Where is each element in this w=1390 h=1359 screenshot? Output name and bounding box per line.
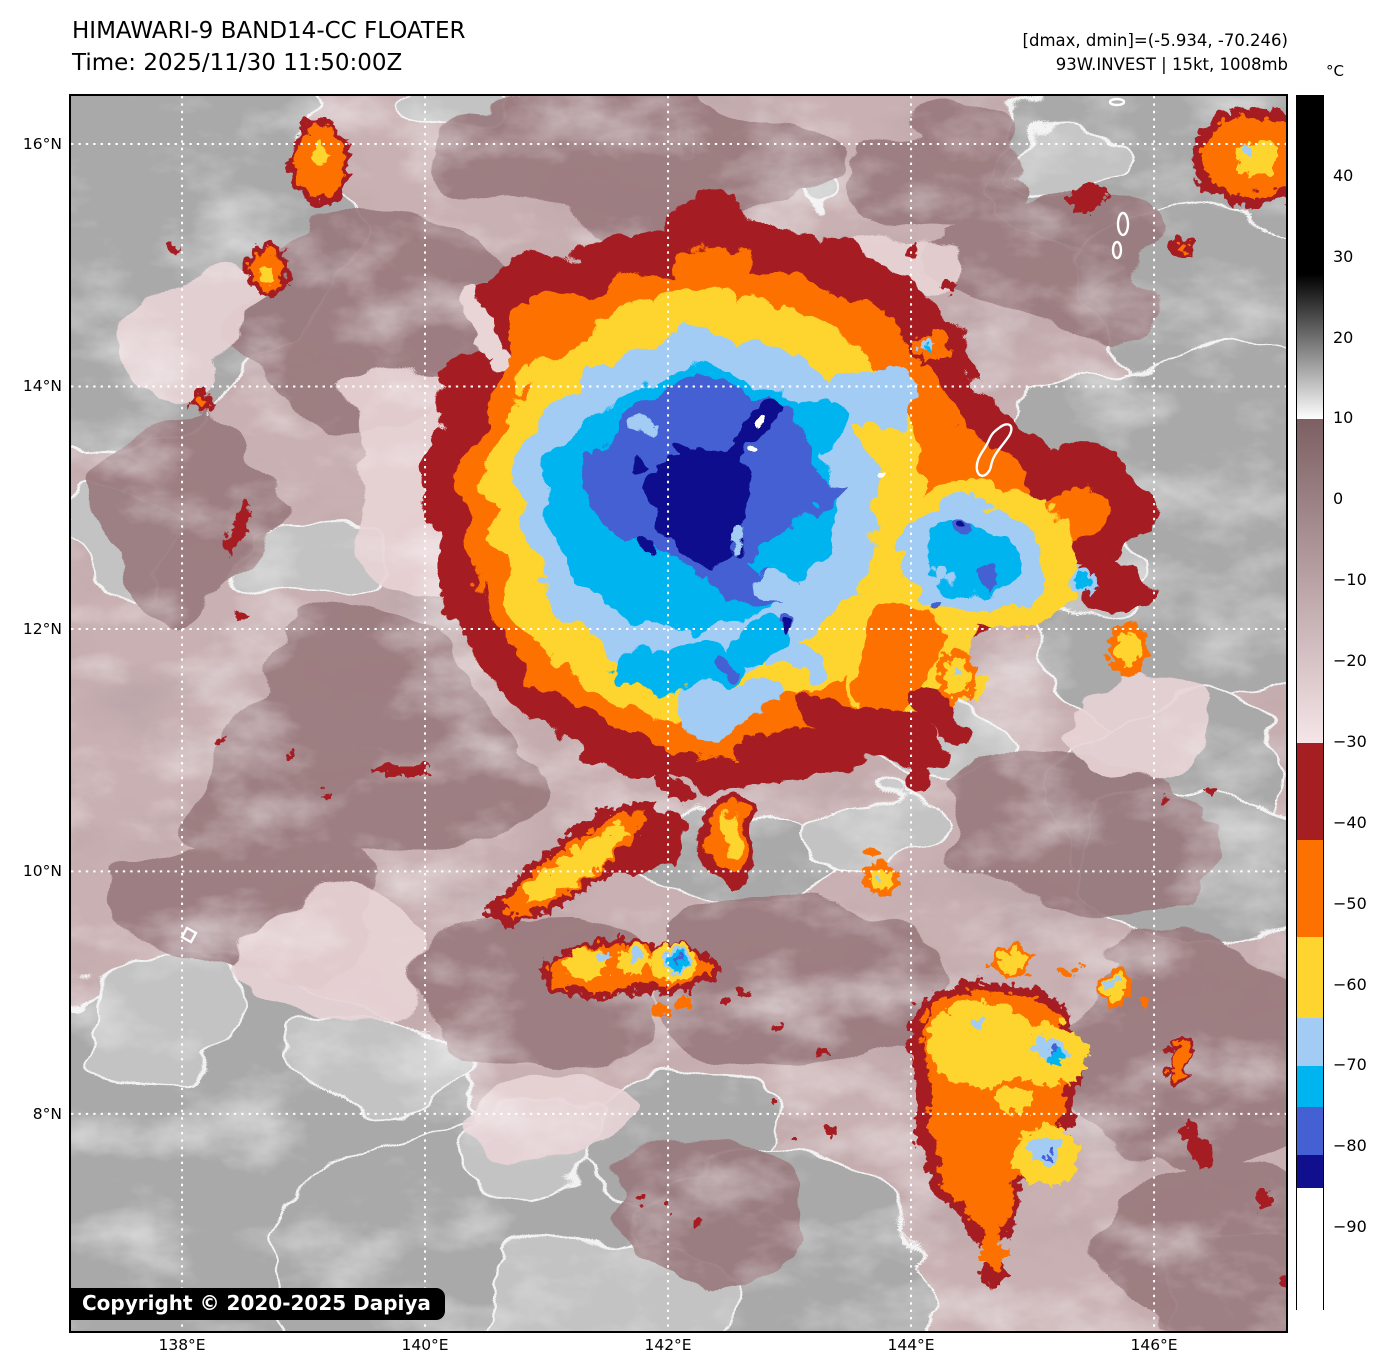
- page-title: HIMAWARI-9 BAND14-CC FLOATER: [72, 18, 466, 44]
- colorbar-segment: [1297, 742, 1323, 841]
- convective-cells-lightblue: [590, 141, 1246, 1160]
- colorbar-segment: [1297, 273, 1323, 421]
- colorbar-tick-label: −90: [1333, 1217, 1367, 1237]
- lon-tick-label: 142°E: [644, 1336, 692, 1354]
- timestamp: Time: 2025/11/30 11:50:00Z: [72, 50, 403, 76]
- dmax-dmin-annotation: [dmax, dmin]=(-5.934, -70.246): [1022, 31, 1288, 50]
- island-outlines: [180, 97, 1130, 944]
- lat-tick-label: 16°N: [22, 135, 62, 153]
- colorbar-segment: [1297, 419, 1323, 744]
- temperature-colorbar: [1296, 95, 1324, 1310]
- colorbar-tick-label: −20: [1333, 651, 1367, 671]
- anatahan-outline: [1108, 97, 1126, 107]
- lon-tick-label: 144°E: [887, 1336, 935, 1354]
- colorbar-segment: [1297, 839, 1323, 938]
- colorbar-tick-label: −80: [1333, 1136, 1367, 1156]
- colorbar-unit-label: °C: [1326, 62, 1344, 80]
- colorbar-tick-label: 40: [1333, 165, 1354, 185]
- convective-cells-royalblue: [671, 952, 1053, 1155]
- convective-cells-yellow: [254, 138, 1277, 1182]
- colorbar-tick-label: −30: [1333, 731, 1367, 751]
- colorbar-tick-label: 10: [1333, 408, 1354, 428]
- yap-outline: [180, 926, 198, 944]
- colorbar-tick-label: 0: [1333, 489, 1344, 509]
- satellite-map: Copyright © 2020-2025 Dapiya: [69, 94, 1288, 1333]
- colorbar-segment: [1297, 1106, 1323, 1156]
- lat-tick-label: 8°N: [32, 1104, 62, 1123]
- lon-tick-label: 140°E: [401, 1336, 449, 1354]
- storm-layer-navy: [621, 394, 962, 626]
- copyright-badge: Copyright © 2020-2025 Dapiya: [71, 1288, 445, 1320]
- storm-info-annotation: 93W.INVEST | 15kt, 1008mb: [1055, 55, 1288, 74]
- colorbar-segment: [1297, 1066, 1323, 1108]
- cold-specks-scattered: [166, 239, 1210, 1226]
- colorbar-segment: [1297, 96, 1323, 275]
- tinian-outline: [1111, 240, 1123, 260]
- storm-warm-holes: [453, 278, 503, 376]
- satellite-image: [71, 96, 1286, 1331]
- storm-inner-lightblue-patches: [619, 406, 793, 592]
- guam-outline: [975, 423, 1013, 477]
- latlon-gridlines: [71, 96, 1286, 1331]
- colorbar-segment: [1297, 1017, 1323, 1067]
- colorbar-tick-label: −60: [1333, 974, 1367, 994]
- lon-tick-label: 138°E: [158, 1336, 206, 1354]
- lat-tick-label: 14°N: [22, 377, 62, 396]
- colorbar-tick-label: −70: [1333, 1055, 1367, 1075]
- storm-orange-overlays: [842, 591, 930, 854]
- colorbar-segment: [1297, 1187, 1323, 1310]
- storm-overshooting-tops-white: [742, 410, 873, 470]
- colorbar-tick-label: −10: [1333, 570, 1367, 590]
- colorbar-tick-label: −40: [1333, 812, 1367, 832]
- lat-tick-label: 10°N: [22, 862, 62, 881]
- colorbar-tick-label: 20: [1333, 327, 1354, 347]
- colorbar-tick-label: 30: [1333, 246, 1354, 266]
- saipan-outline: [1116, 211, 1130, 237]
- colorbar-tick-label: −50: [1333, 893, 1367, 913]
- colorbar-segment: [1297, 937, 1323, 1019]
- colorbar-segment: [1297, 1155, 1323, 1189]
- lon-tick-label: 146°E: [1130, 1336, 1178, 1354]
- lat-tick-label: 12°N: [22, 619, 62, 638]
